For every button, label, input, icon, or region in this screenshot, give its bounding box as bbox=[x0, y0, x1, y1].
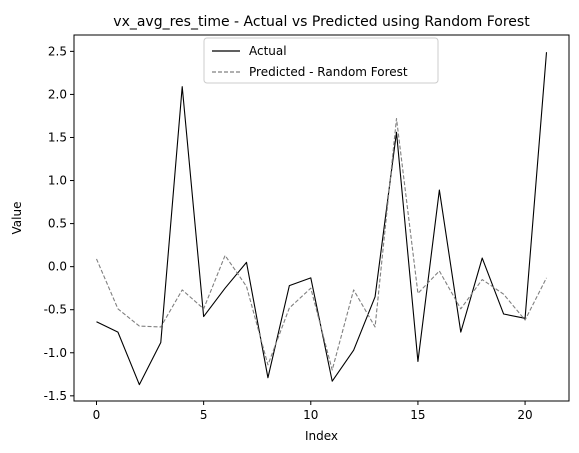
series-line-predicted bbox=[95, 117, 547, 371]
x-tick-label: 5 bbox=[200, 408, 208, 422]
x-tick-label: 10 bbox=[303, 408, 318, 422]
x-tick-label: 0 bbox=[93, 408, 101, 422]
x-tick-label: 20 bbox=[517, 408, 532, 422]
legend-label-predicted: Predicted - Random Forest bbox=[249, 65, 408, 79]
x-tick-label: 15 bbox=[410, 408, 425, 422]
axis-ticks: 0 5 10 15 20 -1.5 -1.0 -0.5 0.0 0.5 1.0 1.5 2.0 2.5 bbox=[44, 44, 533, 422]
y-tick-label: -1.5 bbox=[44, 389, 67, 403]
legend-label-actual: Actual bbox=[249, 44, 287, 58]
y-tick-label: -1.0 bbox=[44, 346, 67, 360]
legend-box bbox=[203, 37, 439, 84]
chart-title: vx_avg_res_time - Actual vs Predicted us… bbox=[113, 14, 530, 30]
x-axis-label: Index bbox=[305, 429, 338, 443]
y-tick-label: 2.5 bbox=[48, 44, 67, 58]
y-tick-label: 1.5 bbox=[48, 130, 67, 144]
axes-frame bbox=[73, 34, 570, 402]
legend: Actual Predicted - Random Forest bbox=[203, 37, 439, 84]
series-layer bbox=[95, 52, 548, 386]
y-tick-label: -0.5 bbox=[44, 303, 67, 317]
y-tick-label: 0.0 bbox=[48, 260, 67, 274]
y-tick-label: 0.5 bbox=[48, 217, 67, 231]
y-tick-label: 1.0 bbox=[48, 174, 67, 188]
y-tick-label: 2.0 bbox=[48, 87, 67, 101]
y-axis-label: Value bbox=[10, 202, 24, 235]
